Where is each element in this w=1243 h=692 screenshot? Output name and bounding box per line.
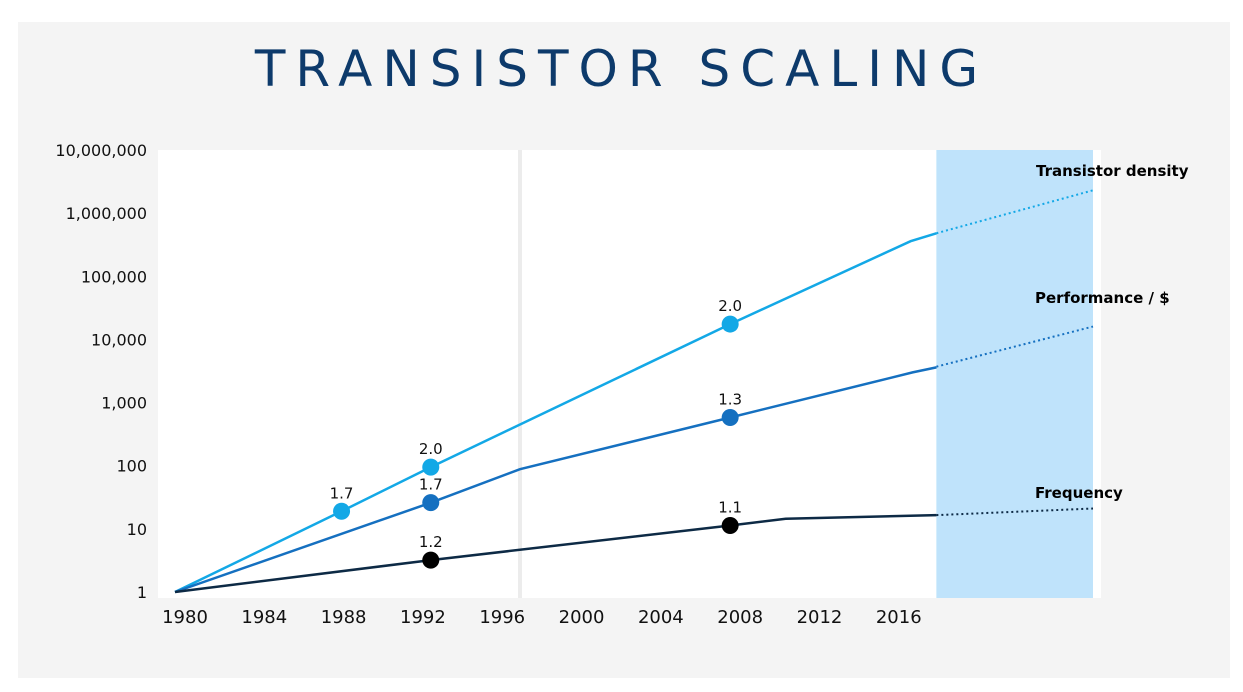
data-point xyxy=(422,458,440,476)
data-point xyxy=(333,502,351,520)
y-tick-label: 100 xyxy=(116,457,147,476)
data-label: 1.7 xyxy=(330,484,354,502)
data-point xyxy=(721,315,739,333)
x-tick-label: 1984 xyxy=(241,607,287,628)
series-label: Transistor density xyxy=(1036,162,1189,180)
series-line xyxy=(174,232,937,594)
series-projection xyxy=(936,325,1094,368)
y-tick-label: 100,000 xyxy=(81,267,147,286)
y-tick-label: 1 xyxy=(137,583,147,602)
data-point xyxy=(721,517,739,535)
x-tick-label: 2004 xyxy=(638,607,684,628)
data-point xyxy=(721,409,739,427)
y-tick-label: 10 xyxy=(127,520,147,539)
data-label: 2.0 xyxy=(718,297,742,315)
x-tick-label: 2016 xyxy=(876,607,922,628)
x-tick-label: 2012 xyxy=(797,607,843,628)
y-tick-label: 1,000 xyxy=(101,394,147,413)
series-label: Performance / $ xyxy=(1035,289,1170,307)
series-projection xyxy=(936,189,1094,235)
series-label: Frequency xyxy=(1035,484,1123,502)
x-tick-label: 1992 xyxy=(400,607,446,628)
chart-title: TRANSISTOR SCALING xyxy=(254,40,989,98)
data-point xyxy=(422,494,440,512)
series-projection xyxy=(936,507,1094,517)
x-tick-label: 1980 xyxy=(162,607,208,628)
y-tick-label: 1,000,000 xyxy=(66,204,147,223)
x-tick-label: 1996 xyxy=(479,607,525,628)
y-tick-label: 10,000 xyxy=(91,330,147,349)
data-point xyxy=(422,551,440,569)
data-label: 1.2 xyxy=(419,533,443,551)
data-label: 1.7 xyxy=(419,476,443,494)
data-label: 2.0 xyxy=(419,440,443,458)
x-tick-label: 2000 xyxy=(559,607,605,628)
series-line xyxy=(174,366,937,594)
x-tick-label: 1988 xyxy=(321,607,367,628)
data-label: 1.1 xyxy=(718,499,742,517)
y-tick-label: 10,000,000 xyxy=(55,141,147,160)
data-label: 1.3 xyxy=(718,391,742,409)
x-tick-label: 2008 xyxy=(717,607,763,628)
projection-band xyxy=(936,150,1093,598)
